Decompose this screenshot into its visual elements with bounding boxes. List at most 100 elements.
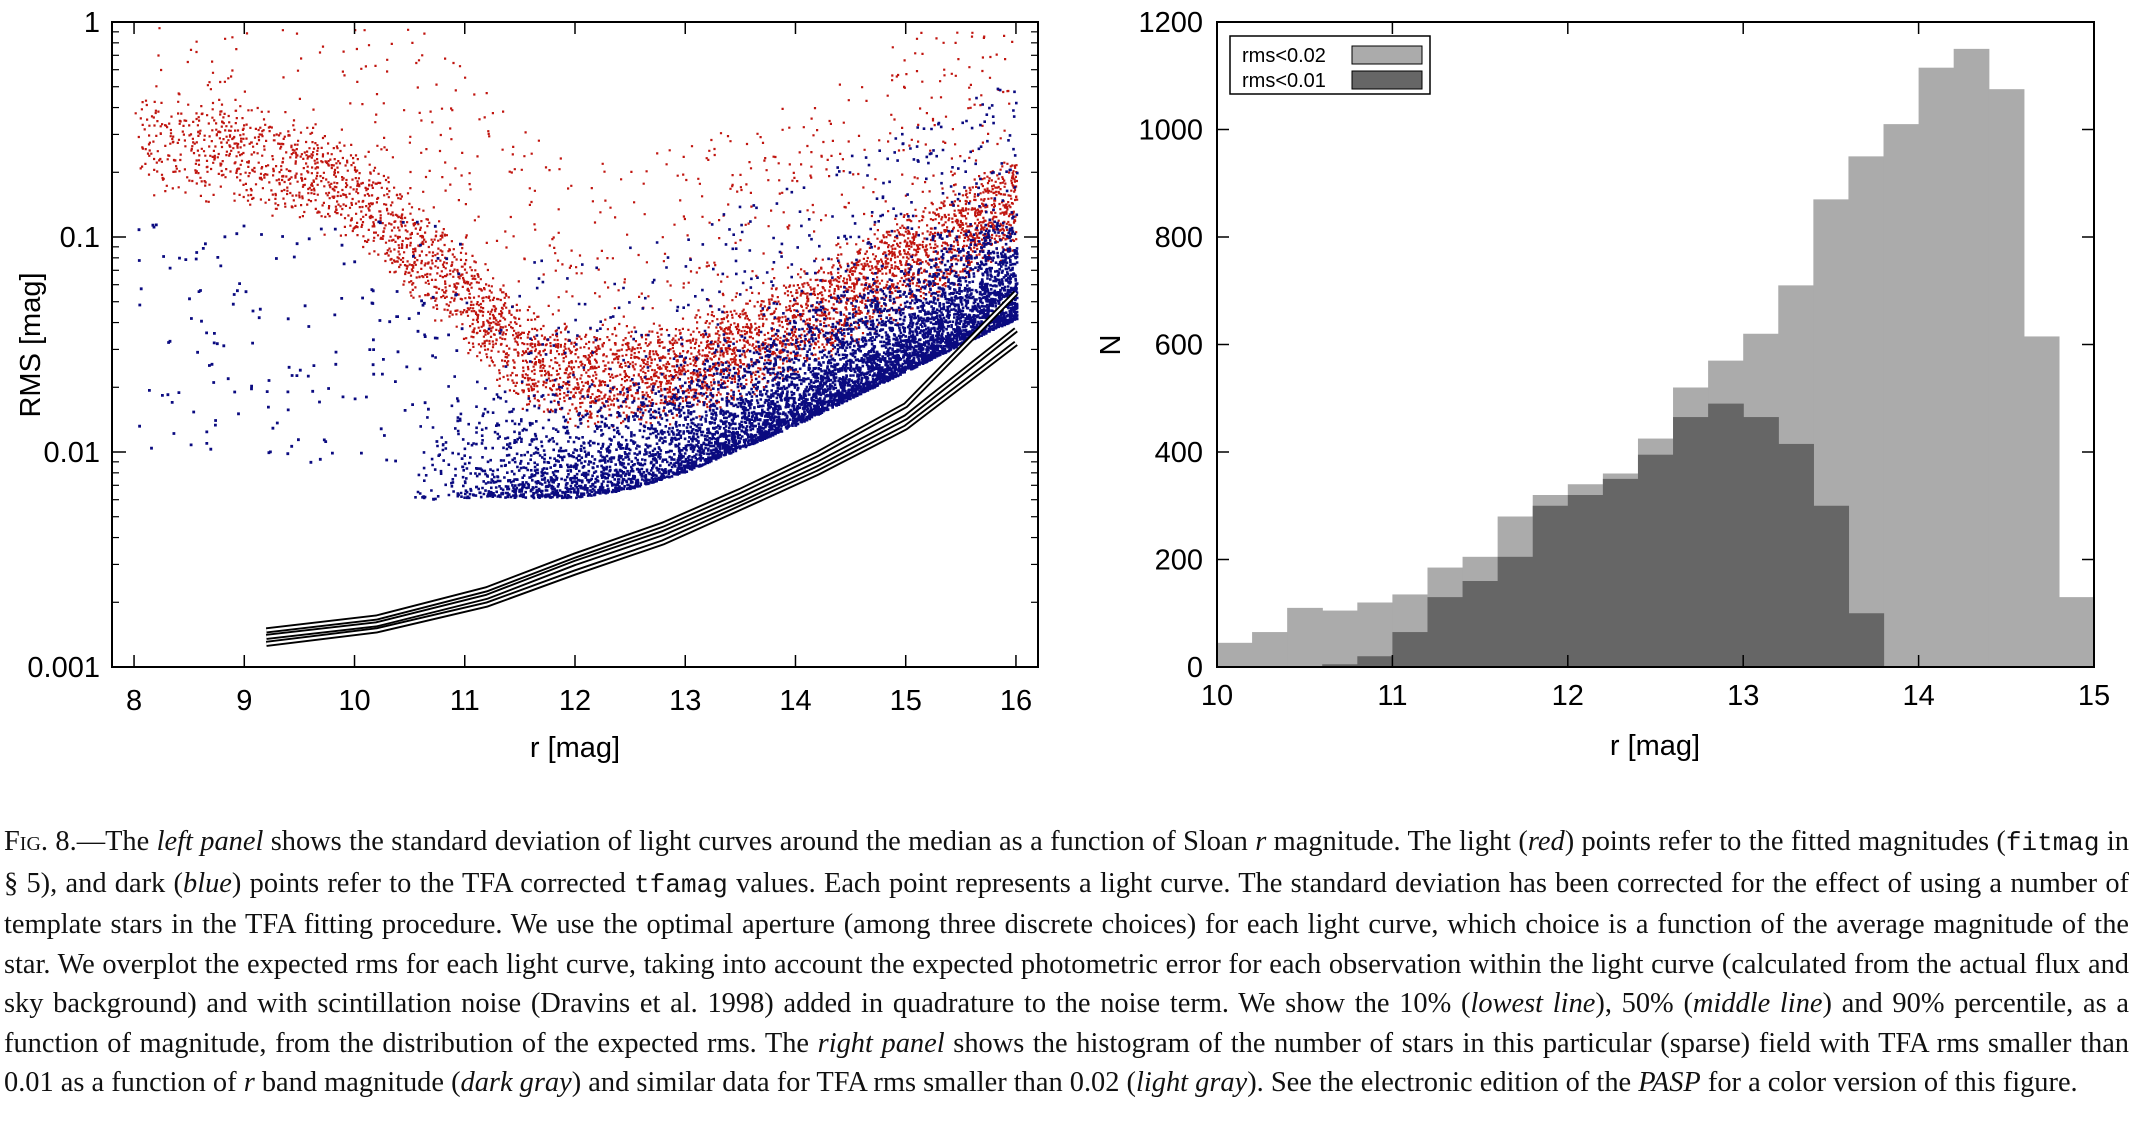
caption-text: ), 50% ( [1595,988,1693,1019]
left-x-tick-label: 12 [559,685,591,717]
bar-rms001-14 [1708,403,1744,667]
bar-rms002-18 [1848,156,1885,667]
caption-italic: PASP [1638,1067,1701,1098]
right-x-tick-label: 14 [1902,680,1934,712]
caption-italic: red [1527,826,1565,857]
bar-rms001-3 [1322,664,1358,667]
caption-italic: r [243,1067,255,1098]
right-y-tick-label: 400 [1155,437,1203,469]
caption-code: tfamag [634,869,728,900]
left-x-tick-label: 10 [338,685,370,717]
caption-text: band magnitude ( [254,1067,461,1098]
caption-text: magnitude. The light ( [1266,826,1528,857]
right-x-tick-label: 13 [1727,680,1759,712]
caption-italic: middle line [1692,988,1823,1019]
caption-text: ). See the electronic edition of the [1247,1067,1639,1098]
figure-panels: 8 9 10 11 12 13 14 15 16 0.001 0.01 0.1 1 r [mag] RM… [15,7,2110,764]
legend-label-rms001: rms<0.01 [1242,70,1326,92]
caption-text: for a color version of this figure. [1700,1067,2078,1098]
left-y-tick-label: 1 [84,7,100,39]
right-x-axis-label: r [mag] [1610,730,1700,762]
left-x-tick-label: 13 [669,685,701,717]
left-y-tick-label: 0.001 [27,652,100,684]
bar-rms001-7 [1462,581,1499,667]
right-x-tick-label: 12 [1552,680,1584,712]
left-y-tick-label: 0.01 [44,437,100,469]
bar-rms001-18 [1848,613,1885,667]
right-x-tick-label: 11 [1377,680,1407,712]
right-panel: 10 11 12 13 14 15 0 200 400 600 800 1000 1200 r [mag… [1095,7,2110,762]
bar-rms001-17 [1813,505,1850,667]
percentile-line-2 [266,292,1017,632]
bar-rms002-3 [1322,610,1358,667]
percentile-lines [265,290,1019,647]
bar-rms002-19 [1883,124,1920,667]
bar-rms002-21 [1953,48,1990,667]
caption-code: fitmag [2005,828,2100,858]
legend-swatch-rms001 [1351,70,1423,90]
bar-rms002-23 [2023,336,2060,667]
legend-label-rms002: rms<0.02 [1242,45,1326,67]
caption-text: ) points refer to the TFA corrected [231,867,635,899]
right-axis-ticks: 10 11 12 13 14 15 0 200 400 600 800 1000 1200 [1138,7,2110,712]
percentile-line-0 [266,342,1017,645]
left-x-tick-label: 8 [126,685,142,717]
caption-fig-label: Fig. 8. [4,826,77,857]
bar-rms002-24 [2058,597,2095,667]
caption-italic: right panel [817,1027,945,1059]
caption-text: shows the standard deviation of light cu… [263,826,1256,857]
bar-rms002-20 [1918,67,1955,667]
right-y-tick-label: 1200 [1138,7,1203,39]
legend-swatch-rms002 [1351,45,1423,65]
bar-rms001-8 [1497,556,1534,667]
left-y-tick-label: 0.1 [60,222,100,254]
tfamag-points [137,87,1019,501]
percentile-line-0-outline [265,341,1018,647]
percentile-line-1 [266,328,1017,638]
caption-italic: left panel [156,826,264,857]
bar-rms001-13 [1673,417,1709,667]
histogram-bars [1217,48,2095,667]
bar-rms002-1 [1252,632,1288,667]
left-panel: 8 9 10 11 12 13 14 15 16 0.001 0.01 0.1 1 r [mag] RM… [15,7,1039,764]
left-x-tick-label: 14 [779,685,811,717]
fitmag-points [134,27,1019,428]
caption-italic: lowest line [1470,988,1596,1019]
right-x-tick-label: 15 [2078,680,2110,712]
bar-rms001-12 [1637,454,1674,667]
bar-rms002-2 [1287,607,1323,667]
right-y-tick-label: 200 [1155,545,1203,577]
right-y-axis-label: N [1095,335,1127,356]
caption-italic: blue [183,867,232,899]
caption-italic: dark gray [460,1067,572,1098]
right-y-tick-label: 1000 [1138,115,1203,147]
left-x-axis-label: r [mag] [530,732,620,764]
left-y-axis-label: RMS [mag] [15,272,47,417]
scatter-points [134,27,1019,501]
caption-italic: light gray [1136,1067,1248,1098]
bar-rms002-22 [1988,89,2025,667]
caption-italic: r [1255,826,1267,857]
bar-rms001-16 [1778,443,1814,667]
percentile-line-2-outline [265,290,1019,634]
left-x-tick-label: 9 [236,685,252,717]
bar-rms001-11 [1602,478,1639,667]
left-x-tick-label: 16 [1000,685,1032,717]
figure-caption: Fig. 8.—The left panel shows the standar… [4,822,2129,1103]
bar-rms001-4 [1357,656,1393,667]
caption-text: —The [76,826,157,857]
caption-text: shows the histogram of the number of sta… [4,1027,2130,1099]
left-axis-ticks: 8 9 10 11 12 13 14 15 16 0.001 0.01 0.1 1 [27,7,1038,717]
bar-rms001-9 [1532,505,1569,667]
caption-text: in § 5), and dark ( [4,826,2129,899]
left-x-tick-label: 15 [890,685,922,717]
caption-text: values. Each point represents a light cu… [4,867,2129,1020]
caption-text: ) and similar data for TFA rms smaller t… [571,1067,1136,1098]
caption-text: ) and 90% percentile, as a function of m… [4,988,2129,1059]
right-y-tick-label: 800 [1155,222,1203,254]
caption-text: ) points refer to the fitted magnitudes … [1564,826,2006,857]
bar-rms001-15 [1743,417,1779,667]
bar-rms001-5 [1392,632,1429,667]
legend: rms<0.02 rms<0.01 [1229,35,1431,95]
right-y-tick-label: 0 [1187,652,1203,684]
